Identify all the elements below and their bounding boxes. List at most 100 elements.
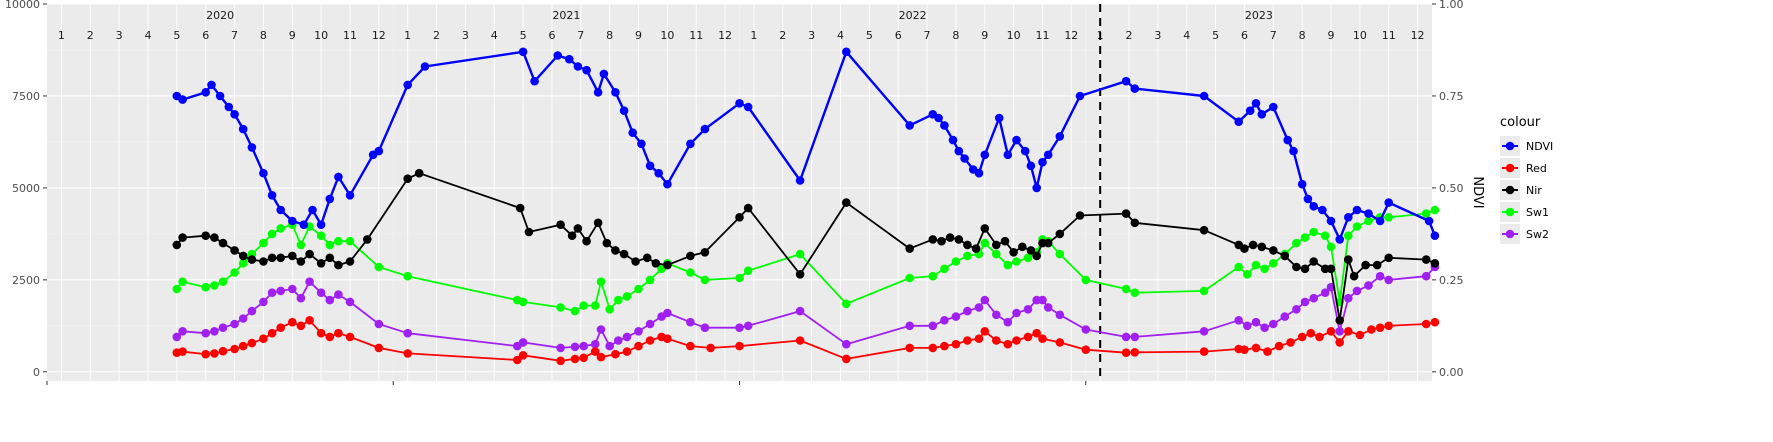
- data-point-red: [178, 347, 187, 356]
- data-point-nir: [403, 174, 413, 183]
- data-point-sw2: [980, 295, 990, 305]
- data-point-ndvi: [1003, 150, 1013, 160]
- data-point-red: [974, 334, 984, 344]
- month-label: 4: [837, 29, 844, 42]
- month-label: 9: [1328, 29, 1335, 42]
- data-point-red: [795, 336, 805, 345]
- data-point-sw1: [590, 301, 600, 310]
- data-point-sw1: [374, 262, 384, 272]
- month-label: 1: [404, 29, 411, 42]
- data-point-red: [276, 323, 286, 333]
- data-point-nir: [1361, 260, 1370, 270]
- month-label: 12: [1411, 29, 1425, 42]
- data-point-nir: [230, 246, 239, 255]
- data-point-red: [1240, 345, 1249, 355]
- data-point-sw2: [276, 286, 286, 296]
- data-point-sw1: [1421, 209, 1431, 218]
- legend-key-point: [1505, 229, 1515, 239]
- data-point-nir: [735, 213, 744, 222]
- data-point-sw1: [634, 284, 643, 294]
- data-point-sw2: [1055, 310, 1065, 320]
- data-point-sw1: [1326, 242, 1336, 252]
- data-point-nir: [1280, 251, 1290, 261]
- data-point-sw1: [940, 264, 949, 274]
- data-point-sw2: [1300, 297, 1310, 307]
- data-point-sw1: [980, 238, 990, 248]
- data-point-nir: [556, 220, 565, 229]
- data-point-red: [905, 343, 914, 353]
- data-point-ndvi: [267, 191, 277, 200]
- month-label: 8: [952, 29, 959, 42]
- data-point-ndvi: [663, 179, 672, 189]
- data-point-red: [1038, 334, 1047, 344]
- month-label: 9: [289, 29, 296, 42]
- data-point-sw1: [218, 277, 228, 287]
- month-label: 5: [1212, 29, 1219, 42]
- month-label: 12: [718, 29, 732, 42]
- data-point-red: [622, 347, 632, 356]
- month-label: 5: [520, 29, 527, 42]
- data-point-sw1: [238, 259, 248, 268]
- data-point-ndvi: [954, 146, 964, 156]
- data-point-red: [1344, 327, 1353, 336]
- left-y-axis: 0 2500 5000 7500 10000: [5, 0, 47, 379]
- month-label: 2: [433, 29, 440, 42]
- data-point-ndvi: [700, 124, 710, 134]
- data-point-red: [663, 334, 672, 344]
- data-point-sw1: [259, 238, 268, 248]
- data-point-sw2: [403, 328, 413, 338]
- data-point-sw1: [1269, 259, 1278, 268]
- data-point-nir: [642, 253, 652, 263]
- data-point-sw1: [1260, 264, 1269, 274]
- data-point-sw2: [1121, 332, 1131, 342]
- data-point-red: [1375, 323, 1385, 333]
- data-point-sw1: [686, 268, 695, 277]
- month-label: 4: [144, 29, 151, 42]
- data-point-ndvi: [207, 80, 216, 90]
- data-point-sw1: [1292, 238, 1301, 248]
- legend-item-sw2: Sw2: [1500, 224, 1549, 244]
- data-point-nir: [414, 168, 424, 178]
- data-point-ndvi: [247, 143, 257, 152]
- data-point-sw2: [267, 288, 277, 298]
- data-point-sw1: [992, 249, 1001, 259]
- data-point-nir: [210, 233, 219, 242]
- data-point-sw2: [963, 306, 972, 316]
- data-point-sw2: [1375, 271, 1385, 281]
- data-point-ndvi: [1283, 135, 1292, 145]
- data-point-nir: [1075, 211, 1085, 220]
- series-nir: [172, 168, 1440, 325]
- data-point-sw2: [1003, 317, 1013, 327]
- data-point-sw2: [700, 323, 710, 333]
- data-point-sw2: [1292, 305, 1301, 314]
- data-point-nir: [1326, 264, 1336, 274]
- month-label: 1: [58, 29, 65, 42]
- month-label: 2: [779, 29, 786, 42]
- x-axis-ticks: [46, 381, 1087, 385]
- data-point-nir: [1300, 264, 1310, 274]
- right-axis-title: NDVI: [1470, 176, 1485, 208]
- data-point-nir: [1055, 229, 1065, 239]
- data-point-sw2: [230, 319, 239, 329]
- month-label: 4: [491, 29, 498, 42]
- data-point-sw1: [1121, 284, 1131, 294]
- data-point-ndvi: [1289, 146, 1298, 156]
- data-point-ndvi: [420, 62, 430, 71]
- legend: colour NDVI Red Nir Sw1 Sw2: [1500, 115, 1553, 244]
- data-point-sw1: [570, 306, 580, 316]
- data-point-red: [513, 355, 522, 365]
- data-point-sw2: [1364, 281, 1373, 290]
- right-tick-label: 0.25: [1439, 274, 1464, 287]
- data-point-nir: [1309, 257, 1318, 266]
- month-label: 7: [1270, 29, 1277, 42]
- data-point-red: [1286, 338, 1295, 347]
- month-label: 9: [635, 29, 642, 42]
- data-point-sw2: [238, 314, 248, 323]
- data-point-sw2: [334, 290, 343, 299]
- data-point-sw1: [1003, 260, 1013, 270]
- data-point-nir: [593, 218, 603, 228]
- data-point-sw2: [663, 308, 672, 318]
- data-point-ndvi: [735, 99, 744, 108]
- data-point-ndvi: [611, 88, 620, 97]
- data-point-nir: [573, 224, 583, 233]
